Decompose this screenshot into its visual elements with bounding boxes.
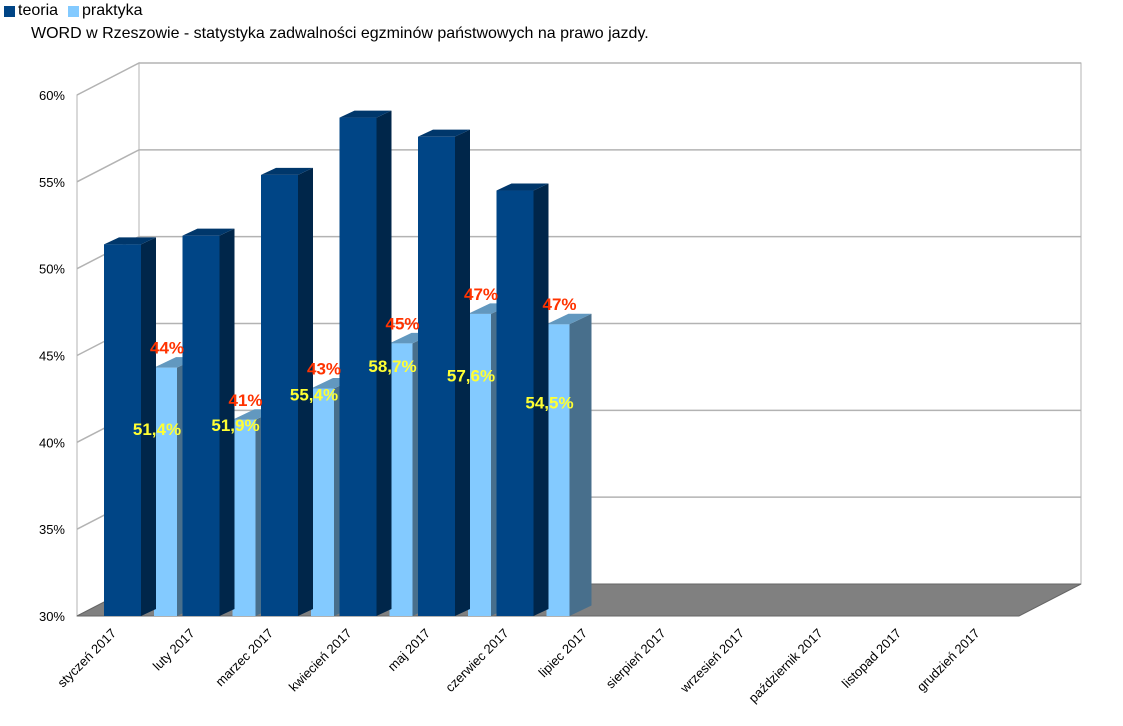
gridline [76,62,1081,96]
y-tick-label: 40% [39,435,65,450]
bar-teoria-top [339,110,392,118]
data-label-praktyka: 47% [542,295,576,314]
x-tick-label: październik 2017 [746,626,826,706]
data-label-praktyka: 41% [228,391,262,410]
bar-praktyka-top [546,313,592,325]
bar-teoria-front [339,117,377,617]
legend-item-teoria: teoria [4,2,58,20]
bar-teoria-side [455,129,470,616]
x-tick-label: wrzesień 2017 [677,626,748,697]
x-tick-label: luty 2017 [150,626,198,674]
legend-label-praktyka: praktyka [82,2,143,19]
bar-praktyka-side [569,313,592,616]
bar-teoria-side [376,110,392,617]
x-tick-label: marzec 2017 [212,626,276,690]
bar-teoria-front [104,244,141,616]
bar-praktyka-front [311,388,334,616]
bar-teoria [339,110,392,617]
bar-teoria-top [418,129,470,137]
bar-teoria-side [141,237,156,616]
bar-teoria-front [261,174,298,617]
bar-teoria-side [533,183,549,616]
y-tick-label: 60% [39,88,65,103]
x-tick-label: sierpień 2017 [603,626,669,692]
bar-praktyka-front [154,367,177,616]
bar-praktyka-front [389,343,413,616]
bar-teoria-side [298,167,313,617]
x-tick-label: styczeń 2017 [54,626,119,691]
bar-teoria-side [219,228,235,617]
y-tick-label: 30% [39,609,65,624]
bar-teoria-top [182,228,235,236]
legend-item-praktyka: praktyka [68,2,143,20]
x-tick-label: maj 2017 [385,626,433,674]
bar-teoria-top [496,183,549,191]
x-tick-label: listopad 2017 [839,626,904,691]
bar-teoria-top [261,167,313,175]
y-tick-label: 35% [39,522,65,537]
data-label-praktyka: 45% [385,314,419,333]
data-label-teoria: 58,7% [368,357,416,376]
bar-teoria-front [496,190,534,616]
data-label-teoria: 51,9% [211,416,259,435]
data-label-teoria: 54,5% [525,393,573,412]
data-label-teoria: 55,4% [290,385,338,404]
bar-teoria [261,167,313,617]
data-label-praktyka: 43% [307,359,341,378]
bar-teoria [182,228,235,617]
legend-swatch-praktyka [68,5,80,17]
bar-teoria [104,237,156,616]
data-label-praktyka: 47% [464,285,498,304]
bar-praktyka-front [546,324,570,616]
legend-swatch-teoria [4,5,15,17]
bar-teoria-front [418,136,455,616]
x-tick-label: czerwiec 2017 [442,626,511,695]
legend: teoria praktyka [4,2,143,20]
bar-teoria-top [104,237,156,245]
y-tick-label: 55% [39,175,65,190]
bar-praktyka-front [468,313,491,616]
legend-label-teoria: teoria [18,2,59,19]
y-tick-label: 45% [39,349,65,364]
bar-praktyka-front [232,419,256,616]
bar-teoria-front [182,235,220,617]
gridline [76,235,1081,270]
x-tick-label: lipiec 2017 [536,626,591,681]
x-tick-label: grudzień 2017 [914,626,983,695]
y-tick-label: 50% [39,262,65,277]
data-label-teoria: 57,6% [447,366,495,385]
x-tick-label: kwiecień 2017 [286,626,355,695]
chart-title: WORD w Rzeszowie - statystyka zadwalnośc… [31,25,649,42]
bar-teoria [496,183,549,616]
gridline [76,149,1081,183]
data-label-praktyka: 44% [150,339,184,358]
data-label-teoria: 51,4% [133,420,181,439]
bar-praktyka [546,313,592,616]
bar-teoria [418,129,470,616]
